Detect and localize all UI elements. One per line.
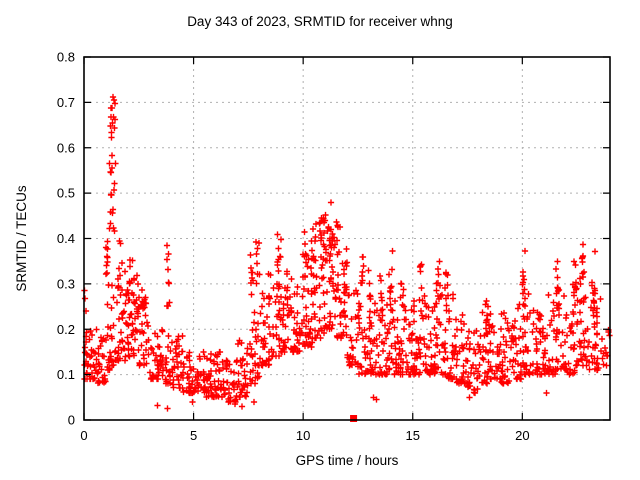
y-tick-label: 0.8 [57, 50, 75, 65]
y-tick-label: 0.2 [57, 322, 75, 337]
x-tick-label: 5 [190, 428, 197, 443]
y-tick-label: 0.3 [57, 276, 75, 291]
y-tick-label: 0.4 [57, 231, 75, 246]
x-tick-label: 15 [406, 428, 420, 443]
axes-frame [83, 56, 611, 421]
data-points [81, 93, 613, 422]
grid-path [84, 57, 610, 420]
square-marker [350, 415, 358, 422]
tick-labels: 0 0.1 0.2 0.3 0.4 0.5 0.6 0.7 0.8 0 5 10 15 20 [57, 50, 530, 444]
y-tick-label: 0.7 [57, 95, 75, 110]
x-tick-label: 20 [515, 428, 529, 443]
chart-title: Day 343 of 2023, SRMTID for receiver whn… [187, 14, 453, 29]
grid-lines [84, 57, 610, 420]
x-axis-label: GPS time / hours [295, 453, 399, 468]
x-tick-label: 0 [80, 428, 87, 443]
y-tick-label: 0.5 [57, 186, 75, 201]
y-tick-label: 0 [68, 413, 75, 428]
y-tick-label: 0.1 [57, 367, 75, 382]
tick-marks [83, 56, 610, 421]
x-tick-label: 10 [296, 428, 310, 443]
y-tick-label: 0.6 [57, 140, 75, 155]
scatter-points-path [81, 93, 613, 412]
